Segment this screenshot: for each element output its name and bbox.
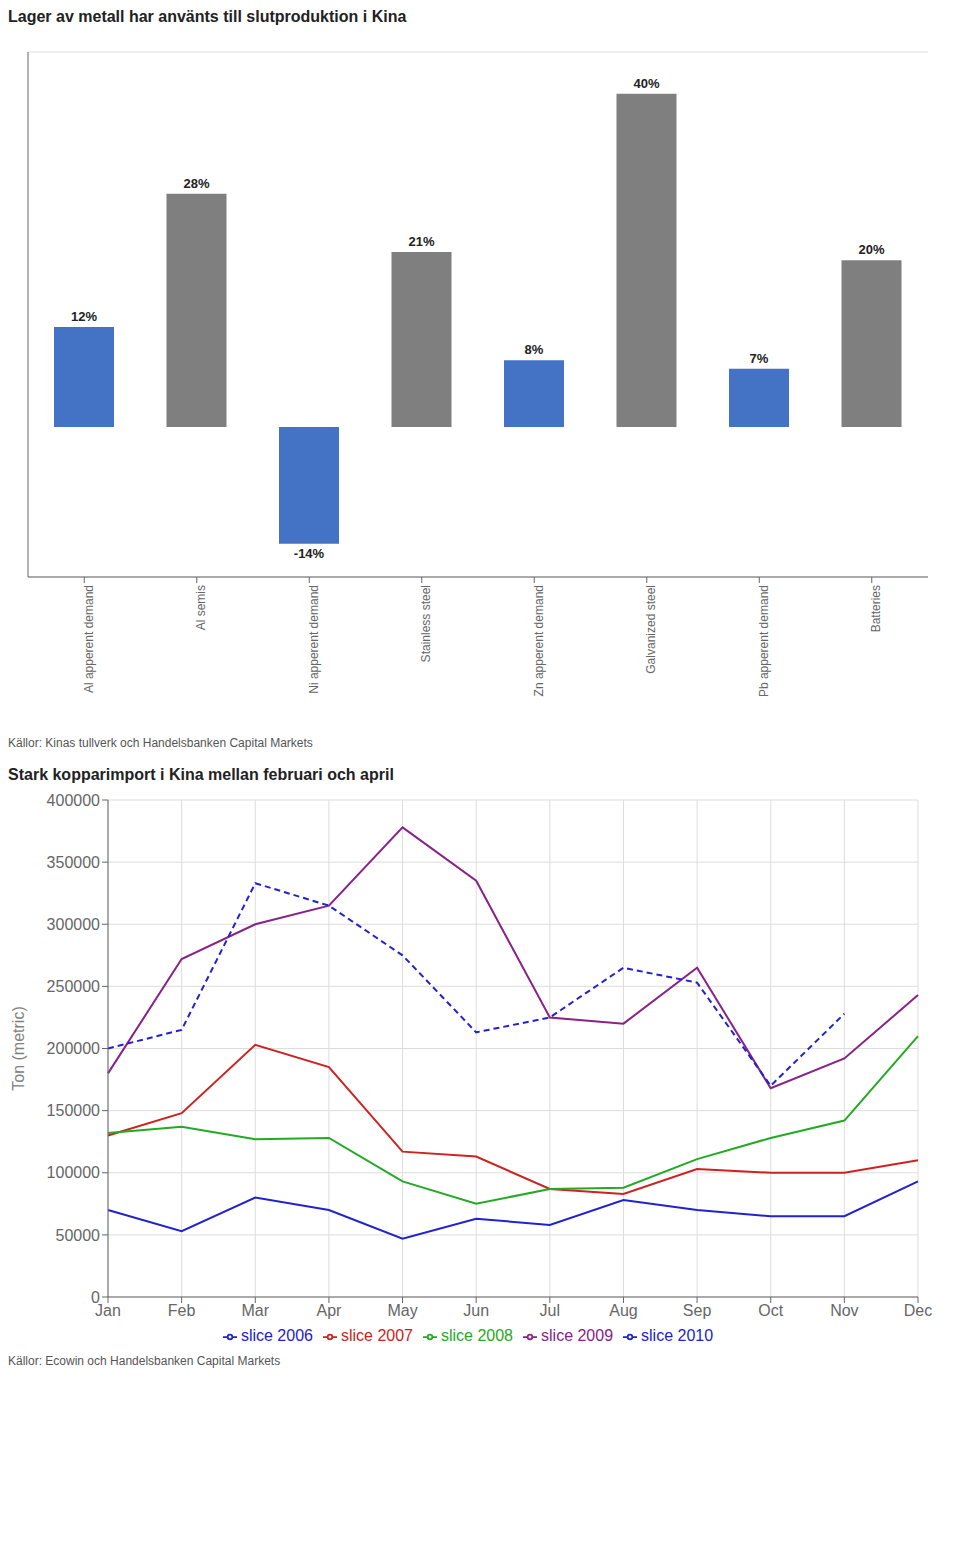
svg-text:Nov: Nov <box>830 1302 858 1319</box>
svg-text:400000: 400000 <box>47 792 100 809</box>
svg-text:Jun: Jun <box>463 1302 489 1319</box>
svg-text:8%: 8% <box>525 342 544 357</box>
svg-text:300000: 300000 <box>47 916 100 933</box>
svg-text:Zn apperent demand: Zn apperent demand <box>532 585 546 696</box>
svg-text:7%: 7% <box>750 351 769 366</box>
svg-text:350000: 350000 <box>47 854 100 871</box>
svg-text:100000: 100000 <box>47 1164 100 1181</box>
html-text:Källor: Ecowin och Handelsbank: Källor: Ecowin och Handelsbanken Capital… <box>8 1354 281 1368</box>
svg-text:Feb: Feb <box>168 1302 196 1319</box>
svg-text:0: 0 <box>91 1289 100 1306</box>
html-text:slice 2010: slice 2010 <box>641 1327 714 1344</box>
svg-text:Apr: Apr <box>316 1302 342 1319</box>
svg-text:Al semis: Al semis <box>194 585 208 630</box>
svg-text:Dec: Dec <box>904 1302 932 1319</box>
svg-text:40%: 40% <box>633 76 659 91</box>
svg-text:200000: 200000 <box>47 1040 100 1057</box>
html-text:slice 2009: slice 2009 <box>541 1327 614 1344</box>
svg-text:Al apperent demand: Al apperent demand <box>82 585 96 693</box>
svg-text:50000: 50000 <box>56 1227 101 1244</box>
html-text:slice 2007: slice 2007 <box>340 1327 413 1344</box>
svg-text:Stainless steel: Stainless steel <box>419 585 433 662</box>
html-text:Lager av metall har använts ti: Lager av metall har använts till slutpro… <box>8 8 407 25</box>
svg-text:Galvanized steel: Galvanized steel <box>644 585 658 674</box>
svg-text:Jul: Jul <box>540 1302 560 1319</box>
svg-text:Aug: Aug <box>609 1302 637 1319</box>
html-text:Stark kopparimport i Kina mell: Stark kopparimport i Kina mellan februar… <box>8 766 394 783</box>
svg-text:250000: 250000 <box>47 978 100 995</box>
svg-text:Ton (metric): Ton (metric) <box>10 1006 27 1090</box>
html-text:Källor: Kinas tullverk och Han: Källor: Kinas tullverk och Handelsbanken… <box>8 736 313 750</box>
svg-text:Ni apperent demand: Ni apperent demand <box>307 585 321 694</box>
svg-text:-14%: -14% <box>294 546 325 561</box>
svg-text:Oct: Oct <box>758 1302 783 1319</box>
svg-text:Mar: Mar <box>241 1302 269 1319</box>
svg-text:12%: 12% <box>71 309 97 324</box>
html-text:slice 2006: slice 2006 <box>240 1327 313 1344</box>
svg-text:Sep: Sep <box>683 1302 712 1319</box>
svg-text:150000: 150000 <box>47 1102 100 1119</box>
svg-text:Pb apperent demand: Pb apperent demand <box>757 585 771 697</box>
svg-text:20%: 20% <box>858 242 884 257</box>
svg-text:Jan: Jan <box>95 1302 121 1320</box>
html-text:slice 2008: slice 2008 <box>441 1327 513 1344</box>
svg-text:May: May <box>387 1302 417 1319</box>
svg-text:Batteries: Batteries <box>869 585 883 632</box>
svg-text:21%: 21% <box>408 234 434 249</box>
svg-text:28%: 28% <box>183 176 209 191</box>
